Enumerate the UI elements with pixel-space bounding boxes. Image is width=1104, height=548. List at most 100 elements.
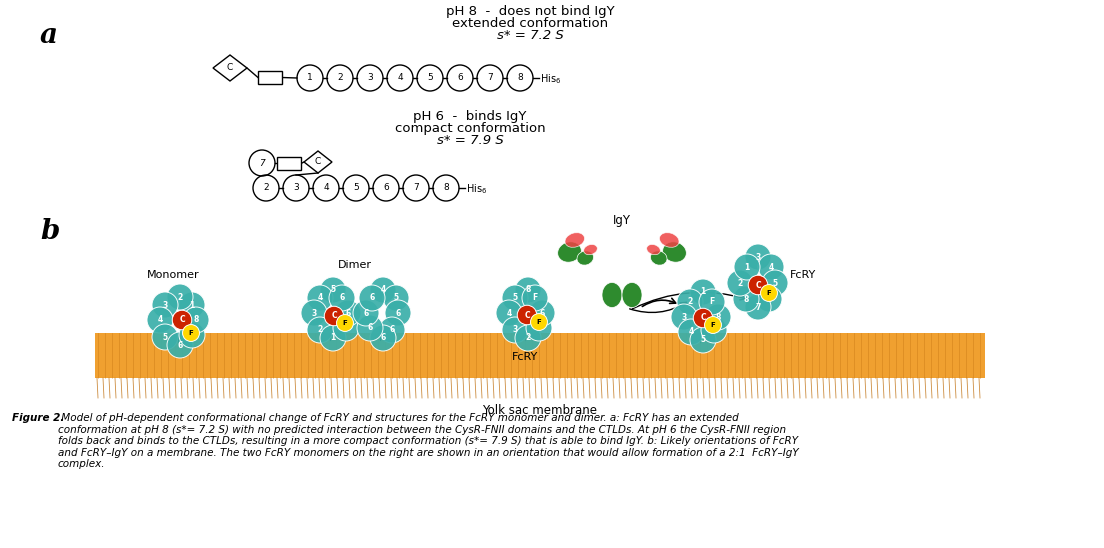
Text: 5: 5: [330, 286, 336, 294]
Circle shape: [152, 324, 178, 350]
Circle shape: [370, 325, 396, 351]
Text: 8: 8: [743, 294, 749, 304]
Text: 6: 6: [766, 294, 772, 304]
Circle shape: [758, 254, 784, 280]
Circle shape: [705, 304, 731, 330]
Circle shape: [699, 289, 725, 315]
Text: 1: 1: [330, 334, 336, 342]
Text: 8: 8: [443, 184, 449, 192]
Circle shape: [502, 317, 528, 343]
Circle shape: [502, 285, 528, 311]
Text: F: F: [766, 290, 772, 296]
Circle shape: [359, 285, 385, 311]
Circle shape: [677, 289, 703, 315]
Text: 2: 2: [263, 184, 268, 192]
Circle shape: [385, 300, 411, 326]
Text: 6: 6: [711, 326, 716, 334]
Text: F: F: [190, 330, 194, 340]
Circle shape: [357, 315, 383, 341]
Circle shape: [734, 254, 760, 280]
Text: 3: 3: [162, 300, 168, 310]
Text: 4: 4: [397, 73, 403, 83]
Circle shape: [690, 327, 716, 353]
Text: 6: 6: [383, 184, 389, 192]
Circle shape: [183, 307, 209, 333]
Text: 6: 6: [363, 309, 369, 317]
Text: Figure 2.: Figure 2.: [12, 413, 64, 423]
Circle shape: [325, 306, 343, 326]
Text: 7: 7: [259, 158, 265, 168]
Circle shape: [320, 277, 346, 303]
Circle shape: [147, 307, 173, 333]
Circle shape: [167, 332, 193, 358]
Text: C: C: [315, 157, 321, 167]
Ellipse shape: [650, 251, 667, 265]
Text: 6: 6: [381, 334, 385, 342]
Text: 2: 2: [317, 326, 322, 334]
Circle shape: [333, 315, 359, 341]
Circle shape: [301, 300, 327, 326]
Text: C: C: [524, 311, 530, 319]
Text: 5: 5: [427, 73, 433, 83]
Text: F: F: [532, 294, 538, 302]
Circle shape: [496, 300, 522, 326]
Circle shape: [526, 315, 552, 341]
Text: 2: 2: [178, 293, 182, 301]
Text: Dimer: Dimer: [338, 260, 372, 270]
Text: 3: 3: [512, 326, 518, 334]
Circle shape: [671, 304, 697, 330]
Text: 8: 8: [517, 73, 523, 83]
Text: Model of pH-dependent conformational change of FcRY and structures for the FcRY : Model of pH-dependent conformational cha…: [59, 413, 799, 470]
Text: 8: 8: [193, 316, 199, 324]
Text: 6: 6: [178, 340, 182, 350]
Text: FcRY: FcRY: [790, 270, 816, 280]
Text: C: C: [331, 311, 337, 321]
Text: 7: 7: [487, 73, 492, 83]
Text: 6: 6: [390, 326, 394, 334]
Text: F: F: [710, 298, 714, 306]
Text: 1: 1: [744, 262, 750, 271]
Circle shape: [522, 285, 548, 311]
Text: 6: 6: [343, 323, 349, 333]
Text: 6: 6: [540, 309, 544, 317]
Circle shape: [152, 292, 178, 318]
Ellipse shape: [602, 283, 622, 307]
Text: pH 6  -  binds IgY: pH 6 - binds IgY: [413, 110, 527, 123]
Text: FN: FN: [264, 73, 276, 82]
Text: 4: 4: [768, 262, 774, 271]
Circle shape: [353, 300, 379, 326]
Circle shape: [167, 284, 193, 310]
Text: 5: 5: [512, 294, 518, 302]
Text: 4: 4: [323, 184, 329, 192]
Text: C: C: [227, 64, 233, 72]
Text: 1: 1: [307, 73, 312, 83]
Circle shape: [704, 317, 721, 333]
Text: s* = 7.9 S: s* = 7.9 S: [436, 134, 503, 147]
Circle shape: [531, 313, 548, 330]
Text: 4: 4: [158, 316, 162, 324]
Text: C: C: [755, 281, 761, 289]
Ellipse shape: [659, 233, 679, 247]
Circle shape: [690, 279, 716, 305]
Text: His$_6$: His$_6$: [466, 182, 487, 196]
Circle shape: [678, 319, 704, 345]
Text: 2: 2: [337, 73, 343, 83]
Text: 8: 8: [715, 312, 721, 322]
Circle shape: [529, 300, 555, 326]
Text: 4: 4: [689, 328, 693, 336]
Text: 1: 1: [700, 288, 705, 296]
Circle shape: [518, 305, 537, 325]
Circle shape: [514, 277, 541, 303]
Text: IgY: IgY: [613, 214, 631, 227]
Text: F: F: [711, 322, 715, 328]
Circle shape: [514, 325, 541, 351]
Circle shape: [307, 317, 333, 343]
Text: Yolk sac membrane: Yolk sac membrane: [482, 404, 597, 417]
Ellipse shape: [565, 233, 584, 247]
Text: compact conformation: compact conformation: [395, 122, 545, 135]
Text: 2: 2: [526, 334, 531, 342]
Text: a: a: [40, 22, 59, 49]
Text: 2: 2: [737, 278, 743, 288]
Text: C: C: [179, 316, 184, 324]
Text: F: F: [342, 320, 348, 326]
